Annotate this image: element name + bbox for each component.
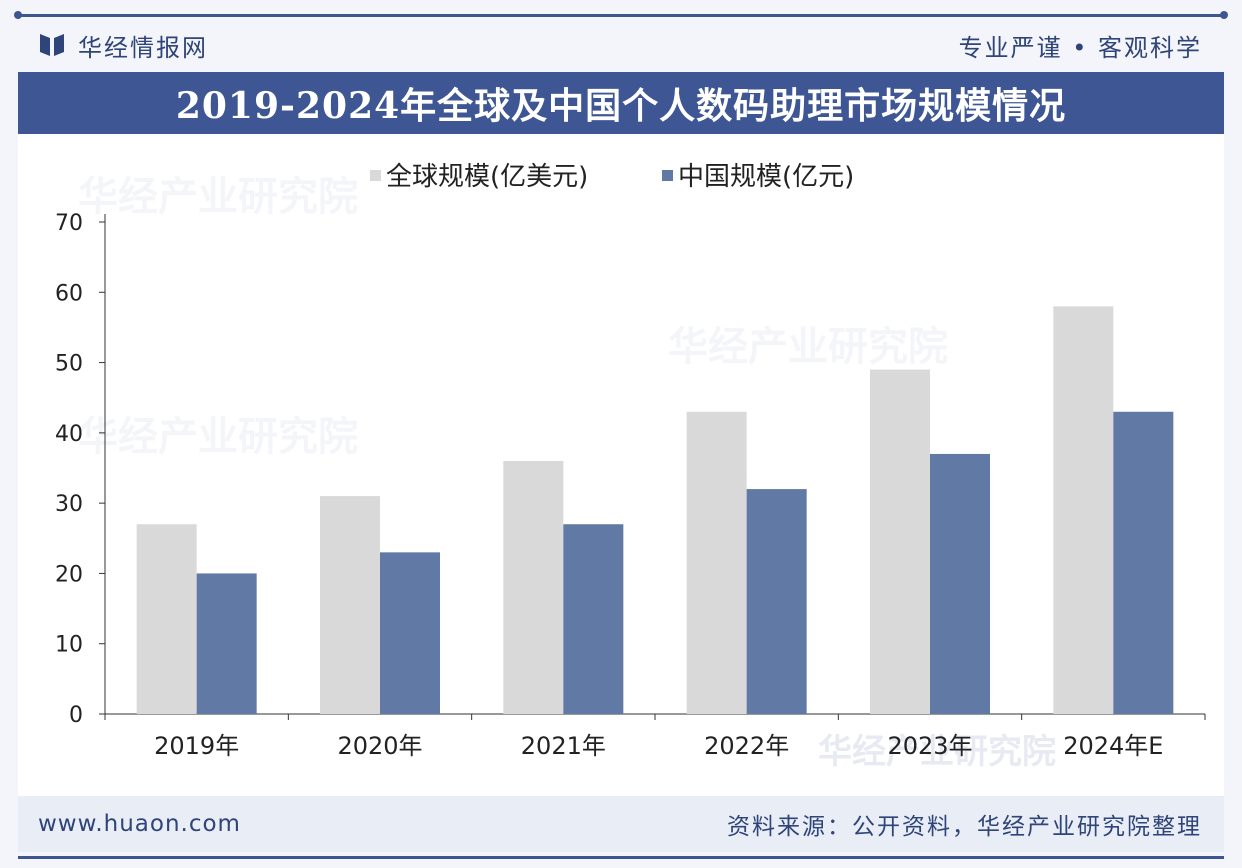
bar [686,411,747,714]
brand: 华经情报网 [18,28,208,63]
footer-url: www.huaon.com [38,811,241,837]
y-tick-label: 30 [55,492,83,517]
x-tick-label: 2023年 [887,732,972,760]
footer: www.huaon.com 资料来源：公开资料，华经产业研究院整理 [18,796,1224,852]
bottom-border-line [18,856,1224,859]
bar [1113,411,1174,714]
title-bar: 2019-2024年全球及中国个人数码助理市场规模情况 [18,72,1224,134]
bar [746,489,807,714]
bar [1053,306,1114,714]
x-tick-label: 2020年 [337,732,422,760]
header: 华经情报网 专业严谨 • 客观科学 [18,20,1224,70]
bar [503,460,564,714]
bar [136,524,197,714]
x-tick-label: 2024年E [1063,732,1163,760]
legend-label: 全球规模(亿美元) [386,162,588,192]
chart-title: 2019-2024年全球及中国个人数码助理市场规模情况 [175,85,1067,127]
bar [196,573,257,714]
bar [930,453,990,714]
bar-chart: 全球规模(亿美元) 中国规模(亿元) 0 10 20 30 40 50 60 70 2019年 202… [55,162,1206,760]
y-tick-label: 10 [55,633,83,658]
y-tick-label: 40 [55,422,83,447]
y-tick-label: 70 [55,211,83,236]
legend-swatch [662,170,673,181]
legend-label: 中国规模(亿元) [678,162,854,192]
chart-area: 华经产业研究院 华经产业研究院 华经产业研究院 华经产业研究院 全球规模(亿美元… [18,134,1224,796]
legend-swatch [370,170,381,181]
top-border-line [14,11,1228,19]
brand-name: 华经情报网 [78,33,208,62]
y-tick-label: 20 [55,562,83,587]
x-tick-label: 2019年 [154,732,239,760]
bar [320,496,380,714]
bar [870,369,930,714]
y-tick-label: 50 [55,352,83,377]
slogan: 专业严谨 • 客观科学 [958,33,1202,62]
footer-source: 资料来源：公开资料，华经产业研究院整理 [727,814,1202,840]
x-tick-label: 2021年 [521,732,606,760]
y-tick-label: 0 [69,703,83,728]
y-tick-label: 60 [55,281,83,306]
bar [380,552,440,714]
brand-logo-icon [40,34,64,56]
x-tick-label: 2022年 [704,732,789,760]
bar [563,524,624,714]
